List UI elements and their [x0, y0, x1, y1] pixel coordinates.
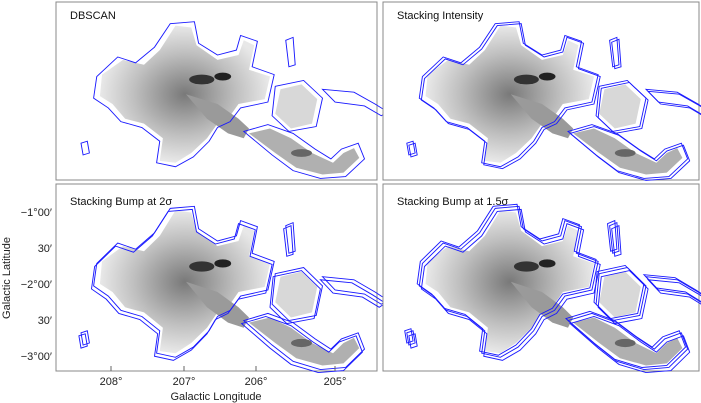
panel-title: Stacking Intensity: [397, 10, 484, 22]
y-axis-label: Galactic Latitude: [1, 237, 13, 319]
panel-dbscan: DBSCAN: [55, 1, 389, 181]
panel-stacking-bump-1.5sigma: Stacking Bump at 1.5σ: [382, 183, 701, 374]
y-tick-label: −1°00′: [21, 207, 52, 219]
x-tick-label: 206°: [245, 376, 268, 388]
x-tick-label: 205°: [324, 376, 347, 388]
y-axis: −1°00′ 30′ −2°00′ 30′ −3°00′ Galactic La…: [1, 207, 52, 363]
y-tick-label: −2°00′: [21, 279, 52, 291]
panel-title: Stacking Bump at 2σ: [70, 196, 172, 208]
panel-stacking-intensity: Stacking Intensity: [382, 1, 701, 181]
x-tick-label: 208°: [100, 376, 123, 388]
x-axis-label: Galactic Longitude: [170, 391, 261, 403]
x-axis: 208° 207° 206° 205° Galactic Longitude: [100, 366, 347, 403]
panel-stacking-bump-2sigma: Stacking Bump at 2σ: [55, 183, 389, 374]
y-tick-label: −3°00′: [21, 351, 52, 363]
x-tick-label: 207°: [173, 376, 196, 388]
panel-title: Stacking Bump at 1.5σ: [397, 196, 509, 208]
y-tick-label: 30′: [38, 315, 52, 327]
panel-title: DBSCAN: [70, 10, 116, 22]
y-tick-label: 30′: [38, 243, 52, 255]
